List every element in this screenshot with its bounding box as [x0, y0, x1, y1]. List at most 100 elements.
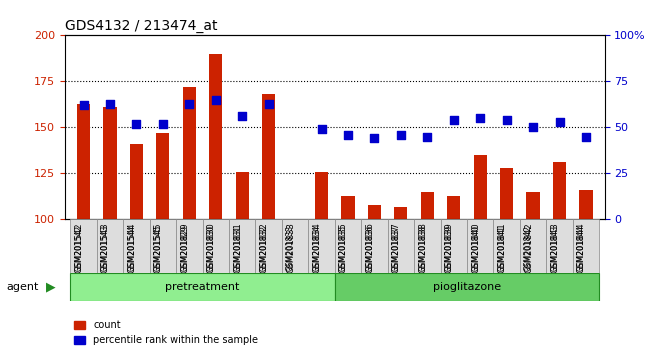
Text: GSM201841: GSM201841 — [498, 222, 506, 273]
Point — [501, 117, 512, 123]
Point — [369, 136, 380, 141]
Bar — [500, 168, 514, 354]
Point — [422, 134, 432, 139]
Bar — [447, 195, 460, 354]
FancyBboxPatch shape — [176, 219, 203, 273]
FancyBboxPatch shape — [467, 219, 493, 273]
Bar — [341, 195, 355, 354]
Text: agent: agent — [6, 282, 39, 292]
Bar — [209, 54, 222, 354]
Text: GSM201840: GSM201840 — [471, 225, 480, 271]
Text: pioglitazone: pioglitazone — [433, 282, 501, 292]
Bar — [421, 192, 434, 354]
Text: GSM201829: GSM201829 — [180, 225, 189, 271]
Point — [237, 114, 248, 119]
Bar — [474, 155, 487, 354]
Text: GSM201542: GSM201542 — [75, 225, 83, 271]
Point — [105, 101, 115, 106]
FancyBboxPatch shape — [573, 219, 599, 273]
Text: GSM201831: GSM201831 — [233, 225, 242, 271]
FancyBboxPatch shape — [335, 273, 599, 301]
Point — [528, 125, 538, 130]
Text: GSM201835: GSM201835 — [339, 225, 348, 271]
Bar — [103, 107, 116, 354]
Text: GSM201836: GSM201836 — [365, 225, 374, 271]
Text: GSM201838: GSM201838 — [419, 222, 427, 273]
FancyBboxPatch shape — [124, 219, 150, 273]
Bar — [77, 103, 90, 354]
Bar — [368, 205, 381, 354]
Text: GSM201839: GSM201839 — [445, 222, 454, 273]
Text: GSM201837: GSM201837 — [392, 225, 401, 271]
Point — [475, 115, 486, 121]
Bar — [395, 207, 408, 354]
Text: GSM201543: GSM201543 — [101, 222, 110, 273]
Point — [317, 126, 327, 132]
Point — [581, 134, 592, 139]
FancyBboxPatch shape — [203, 219, 229, 273]
Text: GSM201833: GSM201833 — [286, 225, 295, 271]
FancyBboxPatch shape — [335, 219, 361, 273]
Text: GSM201841: GSM201841 — [498, 225, 506, 271]
Text: GSM201830: GSM201830 — [207, 225, 216, 271]
FancyBboxPatch shape — [493, 219, 520, 273]
FancyBboxPatch shape — [546, 219, 573, 273]
Text: GSM201832: GSM201832 — [259, 225, 268, 271]
Text: GSM201833: GSM201833 — [286, 222, 295, 273]
Text: GSM201836: GSM201836 — [365, 222, 374, 273]
Text: GSM201831: GSM201831 — [233, 222, 242, 273]
Text: GSM201830: GSM201830 — [207, 222, 216, 273]
Bar — [315, 172, 328, 354]
Text: GSM201835: GSM201835 — [339, 222, 348, 273]
Bar — [579, 190, 593, 354]
Text: GSM201838: GSM201838 — [419, 225, 427, 271]
Text: GSM201829: GSM201829 — [180, 222, 189, 273]
Text: GSM201843: GSM201843 — [551, 225, 560, 271]
Point — [211, 97, 221, 103]
Text: GSM201545: GSM201545 — [154, 225, 163, 271]
Point — [343, 132, 353, 138]
Text: GSM201543: GSM201543 — [101, 225, 110, 271]
Text: GSM201545: GSM201545 — [154, 222, 163, 273]
Text: GDS4132 / 213474_at: GDS4132 / 213474_at — [65, 19, 218, 33]
FancyBboxPatch shape — [150, 219, 176, 273]
Point — [158, 121, 168, 127]
FancyBboxPatch shape — [308, 219, 335, 273]
Text: ▶: ▶ — [46, 280, 55, 293]
FancyBboxPatch shape — [414, 219, 441, 273]
FancyBboxPatch shape — [441, 219, 467, 273]
FancyBboxPatch shape — [282, 219, 308, 273]
Bar — [130, 144, 143, 354]
Point — [554, 119, 565, 125]
Text: GSM201544: GSM201544 — [127, 225, 136, 271]
FancyBboxPatch shape — [97, 219, 124, 273]
Text: GSM201842: GSM201842 — [524, 225, 533, 271]
FancyBboxPatch shape — [520, 219, 546, 273]
Bar — [183, 87, 196, 354]
Bar — [156, 133, 170, 354]
Text: GSM201834: GSM201834 — [313, 225, 322, 271]
Bar — [235, 172, 249, 354]
Point — [78, 103, 88, 108]
Bar — [553, 162, 566, 354]
Bar — [526, 192, 539, 354]
Text: GSM201544: GSM201544 — [127, 222, 136, 273]
Point — [396, 132, 406, 138]
Text: GSM201843: GSM201843 — [551, 222, 560, 273]
Text: pretreatment: pretreatment — [165, 282, 240, 292]
Point — [184, 101, 194, 106]
Text: GSM201840: GSM201840 — [471, 222, 480, 273]
Text: GSM201842: GSM201842 — [524, 222, 533, 273]
Text: GSM201839: GSM201839 — [445, 225, 454, 271]
Text: GSM201832: GSM201832 — [259, 222, 268, 273]
Text: GSM201837: GSM201837 — [392, 222, 401, 273]
Point — [131, 121, 142, 127]
FancyBboxPatch shape — [70, 273, 335, 301]
Legend: count, percentile rank within the sample: count, percentile rank within the sample — [70, 316, 262, 349]
FancyBboxPatch shape — [70, 219, 97, 273]
Text: GSM201834: GSM201834 — [313, 222, 322, 273]
FancyBboxPatch shape — [229, 219, 255, 273]
Text: GSM201542: GSM201542 — [75, 222, 83, 273]
Bar — [262, 94, 275, 354]
Text: GSM201844: GSM201844 — [577, 222, 586, 273]
